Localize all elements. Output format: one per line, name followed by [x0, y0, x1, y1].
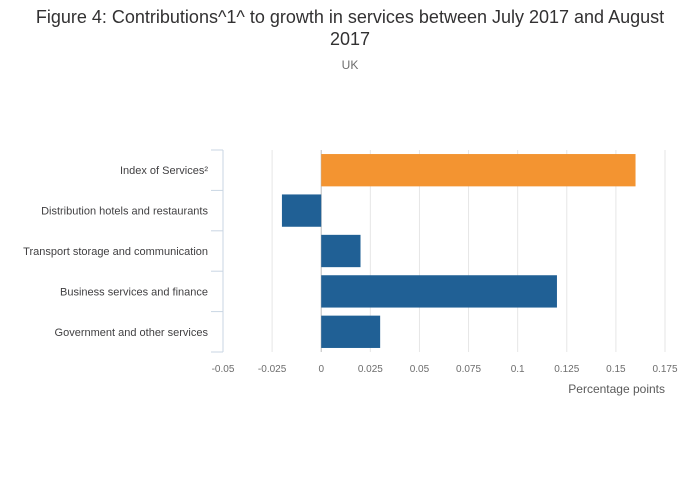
category-label: Business services and finance: [60, 286, 208, 298]
category-label: Index of Services²: [120, 165, 208, 177]
x-tick-label: 0.175: [652, 364, 677, 375]
category-label: Government and other services: [55, 327, 209, 339]
chart-title: Figure 4: Contributions^1^ to growth in …: [35, 7, 665, 49]
bar: [321, 234, 361, 268]
bar: [321, 315, 381, 348]
x-tick-label: 0.15: [606, 364, 626, 375]
bar: [321, 154, 636, 187]
x-tick-label: 0: [318, 364, 324, 375]
bar: [321, 275, 557, 308]
category-label: Transport storage and communication: [23, 246, 208, 258]
x-tick-label: 0.1: [511, 364, 525, 375]
x-tick-label: 0.05: [410, 364, 430, 375]
x-tick-label: -0.025: [258, 364, 287, 375]
x-axis-title: Percentage points: [568, 382, 665, 396]
x-tick-label: 0.025: [358, 364, 383, 375]
bar: [281, 194, 322, 227]
x-tick-label: 0.125: [554, 364, 579, 375]
category-label: Distribution hotels and restaurants: [41, 206, 208, 218]
chart-subtitle: UK: [341, 58, 359, 72]
x-tick-label: -0.05: [212, 364, 235, 375]
x-tick-label: 0.075: [456, 364, 481, 375]
